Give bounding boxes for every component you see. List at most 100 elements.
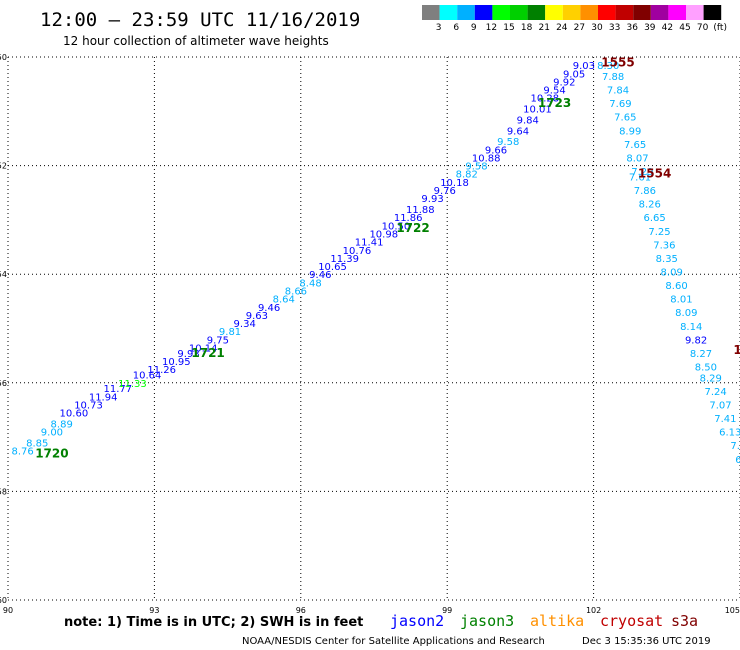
swh-point: 10.98 (369, 229, 398, 240)
swh-point: 8.29 (700, 373, 722, 384)
colorbar-swatch (633, 5, 651, 20)
swh-point: 7.24 (704, 387, 726, 398)
swh-point: 11.41 (355, 238, 384, 249)
swh-point: 11.86 (394, 213, 423, 224)
colorbar-label: 70 (697, 23, 709, 33)
swh-point: 11.33 (118, 379, 147, 390)
y-tick-label: -52 (0, 162, 7, 171)
colorbar-swatch (562, 5, 581, 20)
satellite-legend: jason2 jason3 altika cryosat s3a (390, 612, 698, 630)
swh-point: 9.00 (41, 428, 63, 439)
swh-point: 7.25 (648, 227, 670, 238)
plot-area: -50-52-54-56-58-6090939699102105 8.768.8… (0, 53, 740, 615)
swh-point: 9.66 (485, 145, 507, 156)
swh-point: 9.93 (177, 349, 199, 360)
colorbar-swatch (422, 5, 440, 20)
footer-credit: NOAA/NESDIS Center for Satellite Applica… (242, 636, 545, 647)
swh-point: 11.77 (103, 384, 132, 395)
chart-subtitle: 12 hour collection of altimeter wave hei… (63, 34, 329, 48)
satellite-name: jason2 (390, 612, 444, 630)
satellite-name: jason3 (460, 612, 514, 630)
swh-point: 9.46 (258, 303, 280, 314)
swh-point: 8.76 (12, 447, 34, 458)
swh-point: 9.54 (543, 86, 565, 97)
pass-number: 1723 (538, 96, 571, 110)
pass-number: 1720 (35, 446, 68, 460)
swh-point: 10.60 (60, 409, 89, 420)
colorbar-swatch (580, 5, 598, 20)
pass-number: 1 (733, 343, 740, 357)
x-tick-label: 93 (149, 606, 159, 615)
swh-point: 9.63 (246, 311, 268, 322)
swh-point: 11.26 (147, 365, 176, 376)
swh-point: 10.76 (343, 246, 372, 257)
footer-timestamp: Dec 3 15:35:36 UTC 2019 (582, 636, 711, 647)
swh-point: 7.84 (607, 86, 629, 97)
colorbar-label: 9 (471, 23, 477, 33)
swh-point: 9.03 (573, 61, 595, 72)
swh-point: 8.48 (299, 278, 321, 289)
swh-point: 10.18 (440, 178, 469, 189)
swh-point: 8.66 (285, 286, 307, 297)
swh-point: 10.01 (523, 105, 552, 116)
pass-number: 1554 (638, 167, 671, 181)
swh-point: 10.73 (74, 401, 103, 412)
colorbar-label: 33 (609, 23, 620, 33)
colorbar-label: 36 (626, 23, 638, 33)
colorbar-swatch (598, 5, 616, 20)
swh-point: 8.50 (695, 363, 717, 374)
swh-point: 8.09 (661, 267, 683, 278)
swh-point: 11.39 (330, 254, 359, 265)
swh-point: 7.65 (614, 113, 636, 124)
swh-point: 9.58 (465, 162, 487, 173)
swh-point: 8.99 (619, 126, 641, 137)
y-tick-label: -50 (0, 53, 7, 62)
colorbar-swatch (650, 5, 669, 20)
colorbar-swatch (492, 5, 510, 20)
swh-point: 10.95 (162, 357, 191, 368)
pass-number: 1721 (191, 346, 224, 360)
colorbar-label: 3 (436, 23, 442, 33)
colorbar-swatch (457, 5, 475, 20)
colorbar-swatch (439, 5, 458, 20)
y-tick-label: -60 (0, 596, 7, 605)
swh-point: 9.34 (234, 319, 256, 330)
colorbar-label: 30 (591, 23, 603, 33)
swh-point: 7.86 (634, 186, 656, 197)
swh-point: 8.27 (690, 349, 712, 360)
colorbar-swatch (545, 5, 563, 20)
x-tick-label: 105 (725, 606, 740, 615)
swh-point: 10.14 (189, 344, 218, 355)
swh-point: 7.36 (653, 240, 675, 251)
satellite-name: cryosat (600, 612, 663, 630)
grid-lines (7, 56, 740, 601)
swh-point: 7.61 (629, 172, 651, 183)
swh-point: 8.30 (597, 61, 619, 72)
colorbar-swatch (615, 5, 634, 20)
swh-point: 9.75 (207, 335, 229, 346)
axis-ticks: -50 -52 -54 -56 -58 -6090 93 96 99 102 105 (0, 53, 740, 615)
colorbar-swatch (703, 5, 722, 20)
colorbar-label: 24 (556, 23, 568, 33)
colorbar-label: 45 (679, 23, 690, 33)
colorbar-label: 12 (486, 23, 497, 33)
pass-number: 1722 (396, 221, 429, 235)
colorbar-label: 6 (453, 23, 459, 33)
swh-point: 10.50 (382, 221, 411, 232)
swh-point: 8.64 (273, 295, 295, 306)
swh-point: 10.65 (318, 262, 347, 273)
data-points: 8.768.859.008.8910.6010.7311.9411.7711.3… (12, 61, 740, 466)
colorbar-label: 15 (503, 23, 514, 33)
x-tick-label: 102 (586, 606, 601, 615)
swh-point: 8.07 (626, 153, 648, 164)
satellite-name: s3a (671, 612, 698, 630)
colorbar-label: 42 (662, 23, 673, 33)
colorbar-swatch (686, 5, 704, 20)
swh-point: 8.82 (456, 170, 478, 181)
colorbar-swatch (527, 5, 546, 20)
y-tick-label: -56 (0, 379, 7, 388)
swh-point: 8.35 (656, 254, 678, 265)
swh-point: 9.84 (517, 115, 539, 126)
swh-point: 11.94 (89, 392, 118, 403)
